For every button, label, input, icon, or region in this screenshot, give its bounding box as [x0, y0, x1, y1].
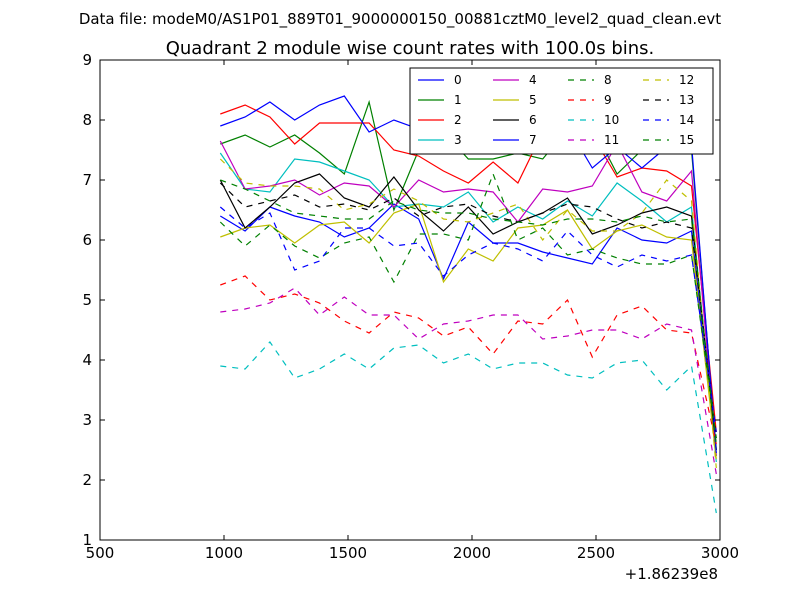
- series-line-8: [219, 172, 717, 439]
- y-tick-label: 9: [82, 51, 92, 69]
- x-tick-label: 2500: [577, 544, 615, 562]
- y-tick-label: 2: [82, 471, 92, 489]
- series-line-6: [219, 173, 717, 451]
- series-line-5: [220, 203, 717, 460]
- y-tick-label: 5: [82, 291, 92, 309]
- y-tick-label: 6: [82, 231, 92, 249]
- x-tick-label: 1500: [329, 544, 367, 562]
- x-tick-label: 2000: [453, 544, 491, 562]
- legend-box: [409, 67, 714, 155]
- x-tick-label: 1000: [205, 544, 243, 562]
- legend-label-3: 3: [454, 133, 462, 147]
- series-line-1: [220, 99, 717, 451]
- legend-label-13: 13: [679, 93, 694, 107]
- legend-label-5: 5: [529, 93, 537, 107]
- chart-title: Quadrant 2 module wise count rates with …: [166, 38, 655, 59]
- series-line-0: [219, 203, 717, 457]
- legend-label-1: 1: [454, 93, 462, 107]
- legend-label-4: 4: [529, 73, 537, 87]
- series-line-10: [220, 341, 717, 514]
- series-line-13: [219, 182, 717, 439]
- series-line-4: [219, 140, 717, 457]
- x-offset-label: +1.86239e8: [625, 565, 718, 583]
- x-tick-label: 3000: [701, 544, 739, 562]
- legend-label-7: 7: [529, 133, 537, 147]
- legend-label-6: 6: [529, 113, 537, 127]
- y-tick-label: 1: [82, 531, 92, 549]
- legend-label-11: 11: [604, 133, 619, 147]
- plot-area: [219, 95, 717, 514]
- series-line-9: [220, 275, 717, 445]
- legend-label-14: 14: [679, 113, 694, 127]
- legend-label-12: 12: [679, 73, 694, 87]
- legend-label-0: 0: [454, 73, 462, 87]
- data-file-label: Data file: modeM0/AS1P01_889T01_90000001…: [79, 10, 721, 29]
- legend-label-2: 2: [454, 113, 462, 127]
- y-tick-label: 3: [82, 411, 92, 429]
- x-tick-label: 500: [86, 544, 115, 562]
- y-tick-label: 8: [82, 111, 92, 129]
- legend-label-8: 8: [604, 73, 612, 87]
- legend-label-9: 9: [604, 93, 612, 107]
- legend-label-15: 15: [679, 133, 694, 147]
- y-tick-label: 7: [82, 171, 92, 189]
- series-line-3: [219, 152, 717, 463]
- series-line-2: [220, 104, 717, 433]
- legend-label-10: 10: [604, 113, 619, 127]
- series-line-12: [219, 158, 717, 469]
- y-tick-label: 4: [82, 351, 92, 369]
- series-line-11: [220, 287, 717, 475]
- series-line-14: [219, 206, 717, 433]
- series-line-15: [220, 179, 717, 445]
